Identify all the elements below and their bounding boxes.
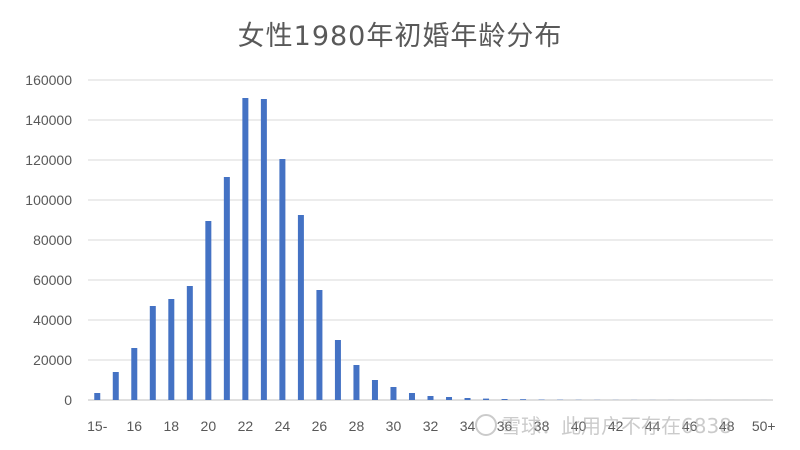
bar	[131, 348, 138, 400]
x-tick-label: 18	[164, 418, 180, 434]
bar	[149, 306, 156, 400]
bar	[316, 290, 323, 400]
bar	[168, 299, 175, 400]
bar	[464, 398, 471, 400]
y-tick-label: 80000	[33, 232, 72, 248]
x-tick-label: 50+	[752, 418, 776, 434]
bar	[408, 393, 415, 400]
bar	[260, 99, 267, 400]
x-tick-label: 38	[534, 418, 550, 434]
x-tick-label: 26	[312, 418, 328, 434]
y-tick-label: 120000	[25, 152, 72, 168]
x-tick-label: 42	[608, 418, 624, 434]
bar	[112, 372, 119, 400]
y-tick-label: 60000	[33, 272, 72, 288]
x-tick-label: 36	[497, 418, 513, 434]
y-tick-label: 0	[64, 392, 72, 408]
x-tick-label: 28	[349, 418, 365, 434]
bar	[205, 221, 212, 400]
y-tick-label: 100000	[25, 192, 72, 208]
x-tick-label: 20	[201, 418, 217, 434]
x-tick-label: 46	[682, 418, 698, 434]
x-tick-label: 16	[126, 418, 142, 434]
bar	[186, 286, 193, 400]
bar	[279, 159, 286, 400]
x-tick-label: 30	[386, 418, 402, 434]
bar	[520, 399, 527, 400]
bar	[390, 387, 397, 400]
bar	[446, 397, 453, 400]
x-tick-label: 40	[571, 418, 587, 434]
bar	[242, 98, 249, 400]
y-tick-label: 40000	[33, 312, 72, 328]
bar	[334, 340, 341, 400]
x-tick-label: 34	[460, 418, 476, 434]
y-tick-label: 140000	[25, 112, 72, 128]
bar	[353, 365, 360, 400]
x-tick-label: 24	[275, 418, 291, 434]
watermark: 雪球：此用户不存在6838	[475, 410, 732, 439]
snowball-logo-icon	[475, 414, 497, 436]
x-tick-label: 22	[238, 418, 254, 434]
chart-title: 女性1980年初婚年龄分布	[237, 21, 563, 52]
bar	[427, 396, 434, 400]
bar	[501, 399, 508, 400]
y-tick-label: 20000	[33, 352, 72, 368]
bar	[223, 177, 230, 400]
bar	[94, 393, 101, 400]
y-tick-label: 160000	[25, 72, 72, 88]
x-tick-label: 44	[645, 418, 661, 434]
watermark-text: 雪球：此用户不存在6838	[501, 414, 732, 438]
bar	[483, 398, 490, 400]
x-tick-label: 32	[423, 418, 439, 434]
bar	[371, 380, 378, 400]
bar	[297, 215, 304, 400]
x-tick-label: 48	[719, 418, 735, 434]
x-tick-label: 15-	[87, 418, 108, 434]
